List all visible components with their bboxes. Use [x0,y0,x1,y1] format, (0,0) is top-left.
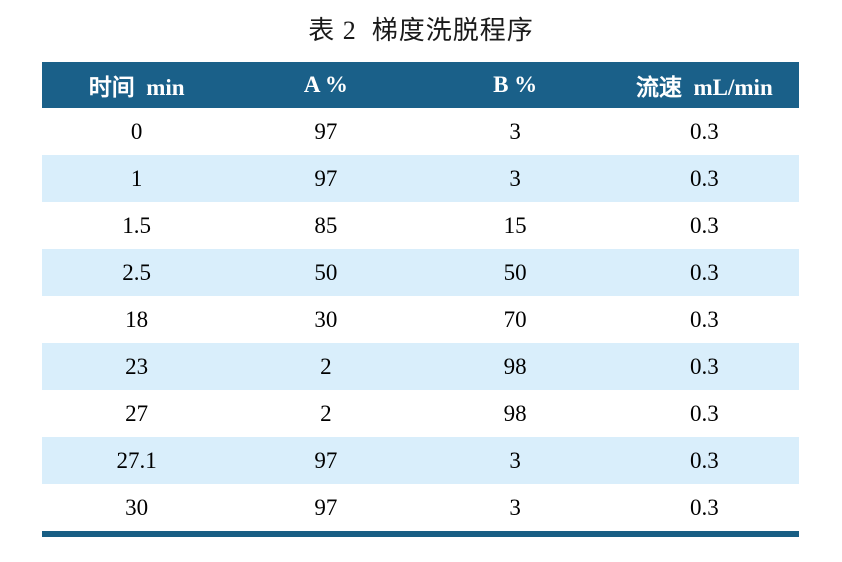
cell-time: 18 [125,306,149,332]
table-title: 表 2 梯度洗脱程序 [308,16,534,45]
cell-flow-rate: 0.3 [690,212,719,238]
cell-flow-rate: 0.3 [690,259,719,285]
cell-b-percent: 3 [509,165,521,191]
cell-flow-rate: 0.3 [690,447,719,473]
cell-b-percent: 70 [503,306,527,332]
table-row: 0 97 3 0.3 [42,108,799,155]
cell-time: 2.5 [122,259,151,285]
table-row: 18 30 70 0.3 [42,296,799,343]
column-header-time: 时间 min [42,62,232,108]
cell-time: 30 [125,494,149,520]
cell-b-percent: 50 [503,259,527,285]
table-row: 1.5 85 15 0.3 [42,202,799,249]
table-row: 27 2 98 0.3 [42,390,799,437]
table-row: 23 2 98 0.3 [42,343,799,390]
cell-b-percent: 98 [503,400,527,426]
cell-time: 27 [125,400,149,426]
column-header-a-percent: A % [231,62,421,108]
cell-flow-rate: 0.3 [690,400,719,426]
cell-b-percent: 3 [509,118,521,144]
cell-a-percent: 85 [314,212,338,238]
cell-a-percent: 30 [314,306,338,332]
gradient-elution-table: 时间 min A % B % 流速 mL/min 0 97 3 0.3 1 97… [42,62,799,531]
table-row: 1 97 3 0.3 [42,155,799,202]
cell-b-percent: 3 [509,447,521,473]
table-row: 27.1 97 3 0.3 [42,437,799,484]
cell-b-percent: 98 [503,353,527,379]
cell-time: 1 [130,165,143,191]
cell-b-percent: 3 [509,494,521,520]
table-row: 2.5 50 50 0.3 [42,249,799,296]
table-row: 30 97 3 0.3 [42,484,799,531]
cell-a-percent: 97 [314,494,338,520]
cell-a-percent: 2 [320,353,332,379]
cell-flow-rate: 0.3 [690,165,719,191]
cell-time: 0 [130,118,143,144]
header-row: 时间 min A % B % 流速 mL/min [42,62,799,108]
cell-a-percent: 97 [314,118,338,144]
column-header-b-percent: B % [420,62,610,108]
gradient-elution-table-container: 时间 min A % B % 流速 mL/min 0 97 3 0.3 1 97… [42,62,799,537]
cell-flow-rate: 0.3 [690,353,719,379]
column-header-flow-rate: 流速 mL/min [609,62,799,108]
cell-a-percent: 50 [314,259,338,285]
cell-flow-rate: 0.3 [690,494,719,520]
cell-time: 1.5 [122,212,151,238]
cell-flow-rate: 0.3 [690,306,719,332]
cell-a-percent: 97 [314,165,338,191]
cell-a-percent: 97 [314,447,338,473]
cell-time: 27.1 [116,447,157,473]
cell-a-percent: 2 [320,400,332,426]
cell-flow-rate: 0.3 [690,118,719,144]
cell-time: 23 [125,353,149,379]
cell-b-percent: 15 [503,212,527,238]
table-body: 0 97 3 0.3 1 97 3 0.3 1.5 85 15 0.3 [42,108,799,531]
table-header: 时间 min A % B % 流速 mL/min [42,62,799,108]
